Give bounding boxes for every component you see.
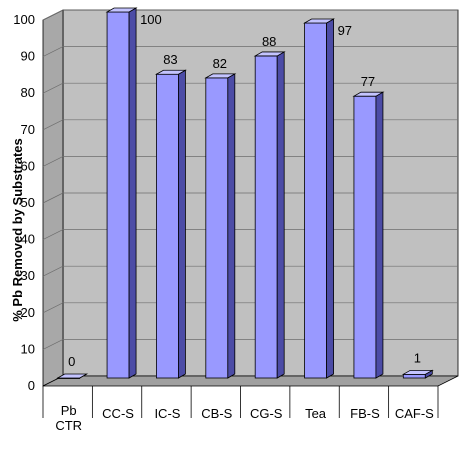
bar-side xyxy=(375,91,384,379)
bar-side xyxy=(227,73,236,379)
x-tick-label: CG-S xyxy=(250,406,283,421)
bar-top xyxy=(56,373,89,379)
x-tick-label-line: IC-S xyxy=(154,406,180,421)
x-tick-label-line: CAF-S xyxy=(395,406,434,421)
x-tick-label-line: Pb xyxy=(61,403,77,418)
gridline-side xyxy=(42,339,64,350)
x-tick-label: FB-S xyxy=(350,406,380,421)
x-tick-label: CAF-S xyxy=(395,406,434,421)
x-tick-label-line: Tea xyxy=(305,406,327,421)
data-label: 88 xyxy=(262,34,276,49)
gridline-side xyxy=(42,229,64,240)
y-tick-label: 60 xyxy=(21,158,35,173)
x-tick-label-line: CB-S xyxy=(201,406,232,421)
y-tick-label: 80 xyxy=(21,85,35,100)
bar-side xyxy=(276,51,285,379)
bar xyxy=(303,18,336,379)
y-tick-label: 40 xyxy=(21,232,35,247)
bar-front xyxy=(353,95,377,379)
gridline-side xyxy=(42,265,64,277)
bars xyxy=(56,7,434,379)
bar xyxy=(56,373,89,379)
bar-front xyxy=(402,373,426,379)
bar-side xyxy=(178,69,186,379)
y-tick-label: 0 xyxy=(28,378,35,393)
gridline-side xyxy=(42,46,64,57)
bar-side xyxy=(128,7,137,379)
gridline-side xyxy=(42,302,64,314)
x-tick-label: Pb CTR xyxy=(55,403,82,433)
y-axis: 0 10 20 30 40 50 60 70 80 90 100 xyxy=(13,12,35,393)
gridline-side xyxy=(42,82,64,94)
x-tick-label: IC-S xyxy=(154,406,180,421)
data-label: 83 xyxy=(163,52,177,67)
bar-front xyxy=(205,77,229,379)
x-tick-label: CB-S xyxy=(201,406,232,421)
bar-top xyxy=(154,69,187,75)
y-tick-label: 50 xyxy=(21,195,35,210)
data-label: 100 xyxy=(140,12,162,27)
data-label: 0 xyxy=(68,354,75,369)
bar-front xyxy=(156,73,179,379)
bar-top xyxy=(204,73,237,79)
bar-top xyxy=(401,369,434,375)
x-tick-label: Tea xyxy=(305,406,327,421)
bar xyxy=(154,69,187,379)
gridline-side xyxy=(42,9,64,21)
bar-front xyxy=(304,22,327,379)
data-labels: 0 100 83 82 88 97 77 1 xyxy=(68,12,421,369)
chart-walls xyxy=(42,9,459,387)
bar-top xyxy=(253,51,286,57)
x-tick-label-line: CTR xyxy=(55,418,82,433)
bar xyxy=(105,7,138,379)
gridline-side xyxy=(42,156,64,167)
bar-top xyxy=(105,7,138,13)
bar-top xyxy=(352,91,385,97)
floor xyxy=(42,375,459,387)
data-label: 77 xyxy=(361,74,375,89)
x-tick-label-line: CG-S xyxy=(250,406,283,421)
y-tick-label: 30 xyxy=(21,268,35,283)
y-tick-label: 90 xyxy=(21,49,35,64)
y-tick-label: 100 xyxy=(13,12,35,27)
y-tick-label: 70 xyxy=(21,122,35,137)
data-label: 97 xyxy=(338,23,352,38)
bar xyxy=(253,51,286,379)
bar-top xyxy=(303,18,336,24)
y-tick-label: 10 xyxy=(21,341,35,356)
bar xyxy=(352,91,385,379)
x-tick-label-line: FB-S xyxy=(350,406,380,421)
bar xyxy=(401,369,434,379)
x-tick-label-line: CC-S xyxy=(102,406,134,421)
bar-front xyxy=(254,55,278,379)
gridline-side xyxy=(42,192,64,204)
x-axis: Pb CTR CC-S IC-S CB-S CG-S Tea FB-S CAF-S xyxy=(42,386,439,433)
gridline-side xyxy=(42,119,64,131)
y-tick-label: 20 xyxy=(21,305,35,320)
data-label: 82 xyxy=(213,56,227,71)
data-label: 1 xyxy=(414,350,421,365)
bar xyxy=(204,73,237,379)
x-tick-label: CC-S xyxy=(102,406,134,421)
y-axis-title: % Pb Removed by Substrates xyxy=(10,138,25,322)
bar-front xyxy=(106,11,130,379)
bar-side xyxy=(326,18,334,379)
